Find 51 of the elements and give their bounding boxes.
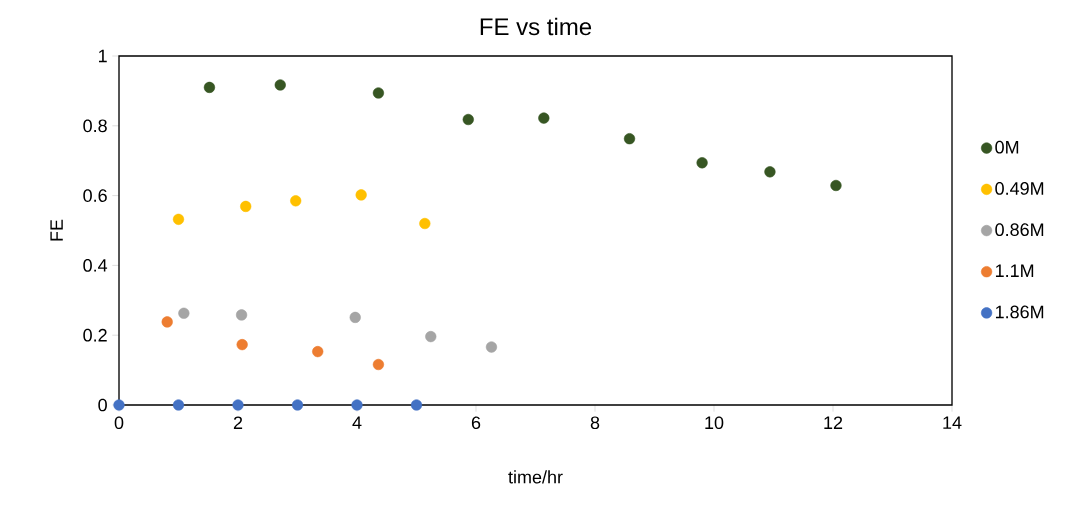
point xyxy=(232,399,244,411)
x-tick-label: 14 xyxy=(943,416,962,429)
legend-label: 0.49M xyxy=(995,182,1044,195)
point xyxy=(462,113,474,126)
point xyxy=(161,316,173,328)
y-tick-label: 0.2 xyxy=(83,328,107,342)
point xyxy=(538,112,550,124)
chart-title: FE vs time xyxy=(480,17,592,36)
y-tick-label: 0.6 xyxy=(83,189,107,202)
point xyxy=(240,200,252,213)
y-axis-title: FE xyxy=(50,219,63,241)
y-tick-label: 1 xyxy=(99,49,107,63)
point xyxy=(290,195,302,207)
point xyxy=(349,311,361,323)
point xyxy=(425,330,437,343)
x-tick-label: 0 xyxy=(114,416,124,430)
x-tick-label: 8 xyxy=(590,416,600,430)
point xyxy=(623,133,636,145)
legend-label: 1.1M xyxy=(995,264,1034,277)
point xyxy=(764,166,776,178)
x-tick-label: 12 xyxy=(824,416,843,429)
legend-label: 0M xyxy=(995,140,1019,154)
point xyxy=(312,346,324,358)
x-tick-label: 2 xyxy=(233,416,243,429)
point xyxy=(274,79,286,91)
y-tick-label: 0 xyxy=(98,398,107,412)
y-tick-label: 0.4 xyxy=(83,259,108,272)
y-tick-label: 0.8 xyxy=(83,119,107,133)
point xyxy=(351,399,363,411)
point xyxy=(696,157,708,169)
x-tick-label: 6 xyxy=(471,416,481,430)
x-tick-label: 10 xyxy=(705,416,724,430)
point xyxy=(178,307,190,319)
point xyxy=(172,213,185,225)
point xyxy=(172,399,185,411)
point xyxy=(830,179,842,192)
legend-label: 1.86M xyxy=(995,305,1044,319)
legend-label: 0.86M xyxy=(995,223,1044,237)
point xyxy=(485,341,498,353)
point xyxy=(410,399,423,411)
point xyxy=(291,399,304,411)
point xyxy=(372,358,385,371)
point xyxy=(355,189,367,201)
point xyxy=(235,309,248,321)
point xyxy=(236,339,248,351)
x-axis-title: time/hr xyxy=(508,470,563,484)
point xyxy=(113,399,125,411)
point xyxy=(203,81,216,94)
point xyxy=(372,87,385,99)
x-tick-label: 4 xyxy=(352,416,362,429)
point xyxy=(419,217,431,230)
